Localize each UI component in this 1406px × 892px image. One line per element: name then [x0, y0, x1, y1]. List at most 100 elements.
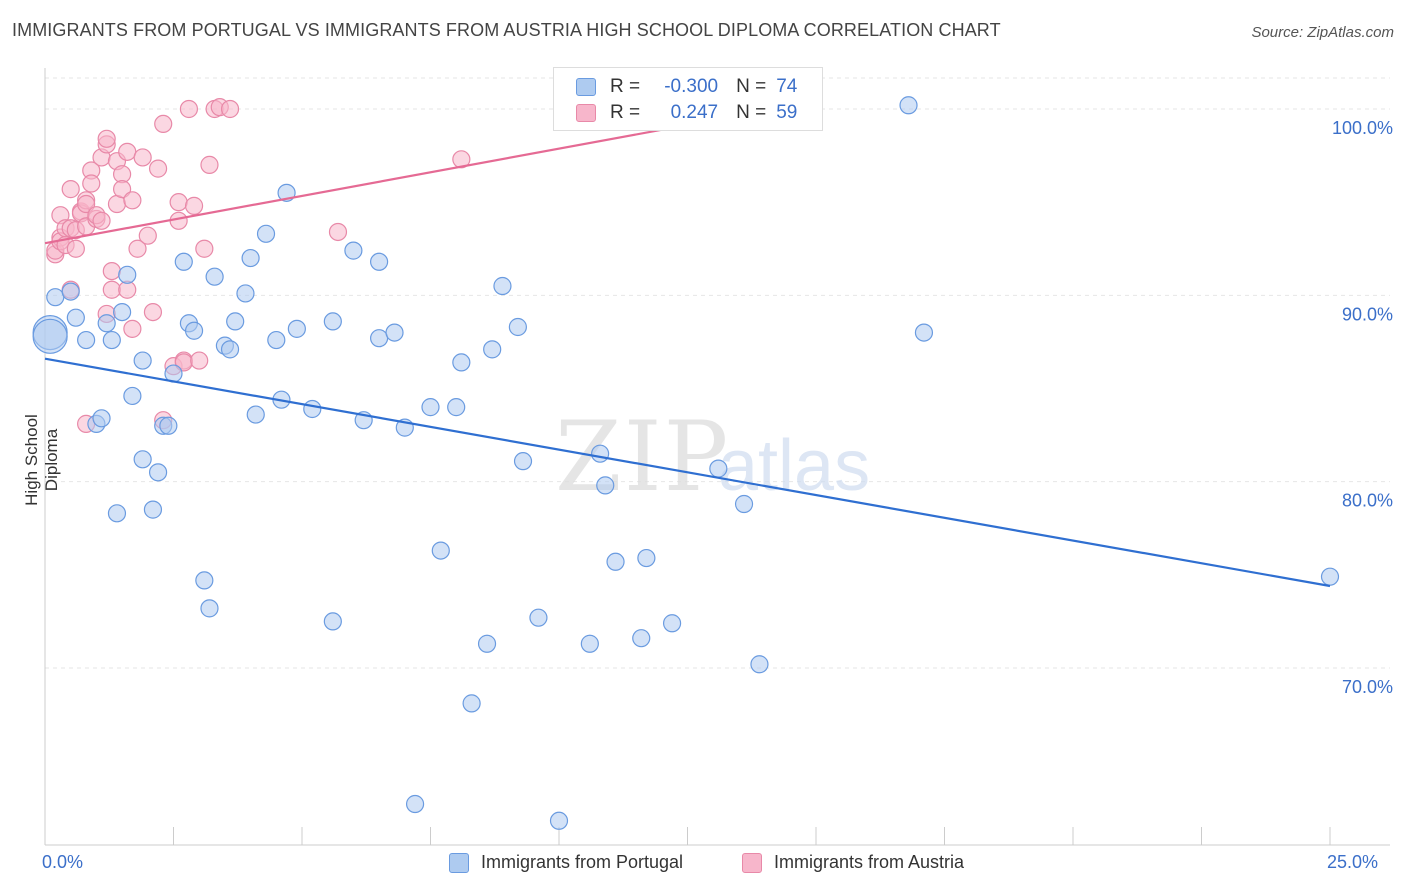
legend-n-label: N =	[736, 102, 767, 123]
point-austria-36	[128, 239, 147, 258]
y-tick-label-90: 90.0%	[1342, 304, 1393, 324]
bottom-legend-austria: Immigrants from Austria	[742, 852, 964, 873]
point-portugal-36	[303, 399, 322, 419]
trend-line-austria	[44, 109, 765, 245]
point-portugal-3	[77, 330, 96, 350]
point-portugal-29	[241, 248, 260, 268]
point-portugal-73	[32, 318, 68, 354]
point-austria-34	[123, 319, 142, 338]
legend-r-label: R =	[610, 76, 641, 97]
point-portugal-42	[370, 329, 389, 348]
point-austria-16	[77, 194, 96, 214]
bottom-legend-portugal: Immigrants from Portugal	[449, 852, 683, 873]
point-austria-24	[97, 129, 116, 148]
point-austria-49	[184, 196, 204, 215]
point-portugal-45	[405, 794, 425, 814]
point-austria-18	[82, 174, 101, 193]
y-tick-labels: 70.0% 80.0% 90.0% 100.0%	[1332, 118, 1393, 697]
point-austria-27	[102, 262, 121, 281]
point-portugal-67	[750, 655, 769, 674]
legend-r-value-portugal: -0.300	[664, 76, 719, 97]
point-austria-26	[102, 280, 121, 299]
point-austria-10	[66, 239, 85, 258]
y-axis-label: High School Diploma	[22, 414, 61, 506]
point-portugal-48	[447, 398, 466, 417]
point-portugal-71	[1320, 567, 1340, 586]
point-portugal-19	[174, 252, 193, 271]
point-portugal-38	[323, 312, 342, 331]
point-portugal-69	[899, 96, 918, 115]
point-portugal-64	[662, 614, 682, 633]
watermark-zip: ZIP	[555, 401, 730, 513]
chart-source: Source: ZipAtlas.com	[1251, 24, 1394, 41]
point-portugal-49	[452, 353, 471, 372]
point-portugal-60	[596, 476, 615, 495]
point-austria-41	[154, 114, 173, 133]
point-portugal-50	[462, 694, 481, 713]
trend-line-portugal	[44, 357, 1331, 588]
point-austria-51	[195, 239, 214, 258]
chart-title: IMMIGRANTS FROM PORTUGAL VS IMMIGRANTS F…	[12, 20, 1001, 40]
point-portugal-24	[205, 267, 224, 286]
point-austria-50	[190, 351, 209, 370]
point-austria-57	[452, 150, 471, 169]
watermark-atlas: atlas	[718, 426, 870, 506]
legend-r-value-austria: 0.247	[670, 102, 719, 123]
point-portugal-26	[220, 340, 240, 359]
point-portugal-58	[580, 634, 599, 653]
bottom-legend-label-portugal: Immigrants from Portugal	[481, 852, 684, 872]
point-portugal-63	[637, 548, 656, 568]
point-portugal-17	[159, 416, 178, 435]
point-austria-21	[92, 211, 111, 230]
legend-row-portugal: R = -0.300 N = 74	[576, 74, 797, 100]
x-tick-label-max: 25.0%	[1327, 852, 1379, 872]
point-portugal-59	[591, 444, 610, 463]
point-portugal-21	[184, 321, 204, 340]
legend-n-value-portugal: 74	[776, 76, 798, 97]
legend-n-label: N =	[736, 76, 767, 97]
point-portugal-23	[200, 599, 219, 618]
point-portugal-46	[421, 398, 440, 417]
point-portugal-15	[148, 463, 168, 482]
point-portugal-30	[246, 405, 265, 424]
point-portugal-12	[107, 504, 127, 523]
point-portugal-7	[102, 330, 121, 350]
point-austria-48	[179, 99, 199, 119]
x-tick-label-min: 0.0%	[42, 852, 84, 872]
point-portugal-56	[529, 608, 548, 627]
point-portugal-27	[226, 312, 245, 331]
point-portugal-47	[431, 541, 450, 560]
point-portugal-70	[914, 323, 934, 342]
point-portugal-43	[385, 323, 404, 342]
legend-swatch-austria	[576, 104, 596, 122]
point-portugal-2	[66, 308, 85, 327]
point-portugal-5	[92, 409, 111, 428]
point-portugal-51	[477, 634, 497, 653]
series-austria-points	[46, 98, 471, 433]
point-portugal-65	[709, 459, 728, 478]
y-tick-label-100: 100.0%	[1332, 118, 1393, 138]
point-portugal-10	[123, 386, 142, 406]
grid-lines	[45, 77, 1390, 669]
point-portugal-11	[133, 351, 152, 370]
point-portugal-62	[632, 629, 651, 648]
point-portugal-37	[323, 612, 342, 631]
point-portugal-1	[61, 282, 80, 301]
point-austria-55	[220, 99, 240, 119]
point-portugal-13	[133, 450, 152, 469]
point-austria-40	[148, 159, 168, 178]
point-portugal-14	[143, 500, 163, 519]
point-portugal-66	[734, 494, 754, 514]
point-austria-52	[200, 155, 219, 174]
point-austria-56	[328, 222, 348, 242]
bottom-legend-swatch-austria	[742, 852, 762, 873]
axes	[44, 68, 1390, 846]
point-austria-9	[61, 180, 80, 199]
point-portugal-53	[493, 276, 512, 296]
point-portugal-57	[549, 811, 569, 830]
point-portugal-39	[344, 241, 363, 260]
legend-swatch-portugal	[576, 78, 596, 96]
point-austria-45	[169, 193, 188, 212]
point-portugal-28	[236, 284, 255, 303]
point-portugal-6	[97, 314, 116, 333]
